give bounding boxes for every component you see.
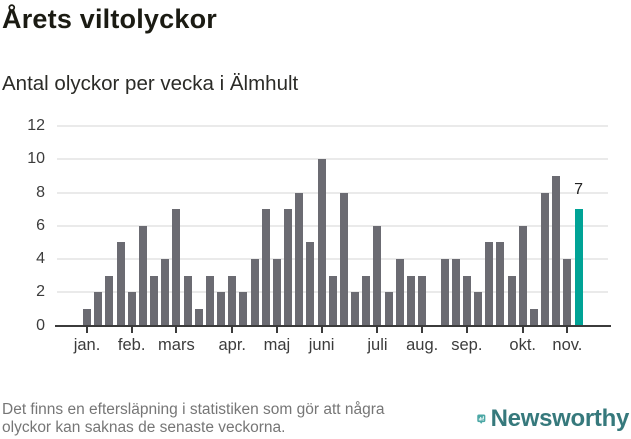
x-axis-label-juni: juni: [308, 336, 335, 354]
x-axis-label-maj: maj: [263, 336, 291, 354]
bar-week-38: [496, 242, 505, 326]
bar-week-17: [261, 209, 270, 326]
highlight-value-label: 7: [574, 181, 584, 198]
x-axis-label-okt: okt.: [509, 336, 536, 354]
x-axis-tick-maj: [275, 326, 278, 333]
bar-week-40: [518, 225, 527, 326]
y-axis-label-6: 6: [36, 216, 45, 234]
bar-week-33: [440, 259, 449, 326]
bar-week-3: [105, 275, 114, 326]
bar-week-39: [507, 275, 516, 326]
y-axis-label-0: 0: [36, 316, 45, 334]
bar-week-21: [306, 242, 315, 326]
bar-week-29: [395, 259, 404, 326]
bar-week-1: [83, 308, 91, 326]
x-axis-label-aug: aug.: [406, 336, 439, 354]
bar-week-42: [541, 192, 550, 326]
y-axis-label-2: 2: [36, 283, 45, 301]
x-axis-tick-aug: [421, 326, 424, 333]
bar-week-7: [150, 275, 159, 326]
bar-week-43: [552, 175, 561, 326]
bar-week-41: [529, 308, 538, 326]
bar-week-26: [362, 275, 371, 326]
newsworthy-brand-link[interactable]: Newsworthy: [477, 400, 629, 438]
bar-week-9: [172, 209, 181, 326]
footnote-line-1: Det finns en eftersläpning i statistiken…: [2, 401, 385, 418]
bar-week-11: [194, 308, 203, 326]
gridline-y-6: [57, 224, 608, 227]
bar-week-4: [116, 242, 125, 326]
x-axis-tick-juni: [320, 326, 323, 333]
x-axis-line: [55, 324, 611, 327]
newsworthy-brand-name: Newsworthy: [490, 405, 630, 432]
newsworthy-logo-icon: [477, 414, 486, 424]
bar-week-22: [317, 159, 326, 326]
footnote: Det finns en eftersläpning i statistiken…: [2, 401, 472, 436]
x-axis-tick-nov: [566, 326, 569, 333]
bar-week-45: [574, 209, 583, 326]
gridline-y-12: [57, 125, 608, 127]
bar-week-37: [485, 242, 494, 326]
bar-week-28: [384, 292, 393, 326]
bar-week-15: [239, 292, 248, 326]
y-axis-label-8: 8: [36, 183, 45, 201]
bar-week-2: [94, 292, 103, 326]
x-axis-tick-apr: [231, 326, 234, 333]
bar-week-16: [250, 259, 259, 326]
bar-week-27: [373, 225, 382, 326]
chart-subtitle: Antal olyckor per vecka i Älmhult: [2, 72, 299, 95]
x-axis-label-mars: mars: [158, 336, 195, 354]
x-axis-label-juli: juli: [367, 336, 388, 354]
x-axis-tick-mars: [175, 326, 178, 333]
x-axis-label-nov: nov.: [552, 336, 583, 354]
x-axis-tick-sep: [465, 326, 468, 333]
bar-week-10: [183, 275, 192, 326]
footnote-line-2: olyckor kan saknas de senaste veckorna.: [2, 418, 286, 436]
bar-week-19: [284, 209, 293, 326]
bar-week-30: [406, 275, 415, 326]
y-axis-label-12: 12: [27, 117, 45, 134]
bar-week-12: [205, 275, 214, 326]
y-axis-label-10: 10: [27, 150, 45, 168]
y-axis-label-4: 4: [36, 250, 45, 267]
gridline-y-8: [57, 191, 608, 194]
bar-week-36: [474, 292, 483, 326]
x-axis-label-feb: feb.: [117, 336, 146, 354]
x-axis-tick-okt: [521, 326, 524, 333]
bar-week-25: [351, 292, 360, 326]
gridline-y-10: [57, 158, 608, 161]
bar-week-34: [451, 259, 460, 326]
bar-week-20: [295, 192, 304, 326]
x-axis-tick-juli: [376, 326, 379, 333]
bar-week-13: [217, 292, 226, 326]
x-axis-tick-feb: [130, 326, 133, 333]
bar-week-31: [418, 275, 427, 326]
x-axis-label-apr: apr.: [218, 336, 246, 354]
bar-week-6: [138, 225, 147, 326]
bar-week-8: [161, 259, 170, 326]
x-axis-tick-jan: [86, 326, 88, 333]
bar-week-24: [339, 192, 348, 326]
x-axis-label-sep: sep.: [451, 336, 483, 354]
bar-week-44: [563, 259, 572, 326]
bar-week-14: [228, 275, 237, 326]
bar-week-35: [462, 275, 471, 326]
bar-week-23: [328, 275, 337, 326]
chart-title: Årets viltolyckor: [2, 4, 217, 34]
bar-week-5: [127, 292, 136, 326]
bar-week-18: [272, 259, 281, 326]
x-axis-label-jan: jan.: [73, 336, 101, 354]
gridline-y-4: [57, 258, 608, 260]
